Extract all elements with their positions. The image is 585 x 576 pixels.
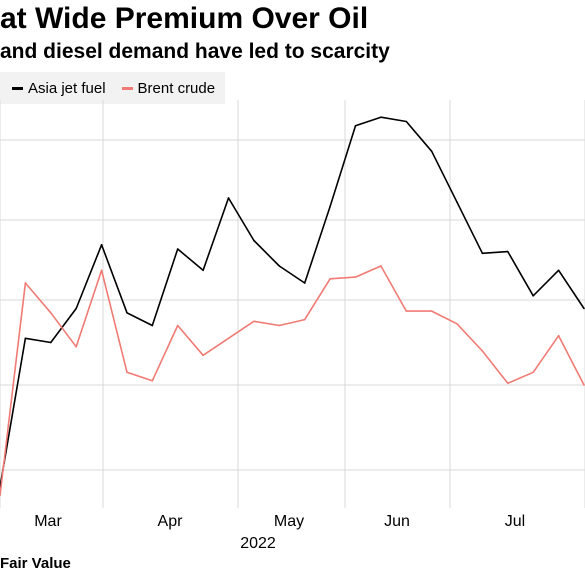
data-point-brent-crude — [75, 345, 77, 348]
data-point-brent-crude — [354, 276, 357, 278]
x-tick-label: May — [274, 513, 304, 530]
data-point-brent-crude — [126, 371, 128, 374]
chart-subtitle: and diesel demand have led to scarcity — [0, 40, 390, 63]
data-point-asia-jet-fuel — [532, 294, 535, 297]
legend: Asia jet fuel Brent crude — [0, 72, 226, 104]
legend-item-jet: Asia jet fuel — [12, 80, 106, 97]
data-point-brent-crude — [430, 310, 433, 312]
data-point-brent-crude — [380, 265, 382, 267]
data-point-brent-crude — [202, 354, 204, 357]
data-point-asia-jet-fuel — [430, 150, 433, 153]
data-point-brent-crude — [227, 337, 230, 340]
source-label: Fair Value — [0, 555, 71, 572]
x-year-label: 2022 — [240, 535, 276, 552]
data-point-asia-jet-fuel — [405, 120, 408, 123]
data-point-asia-jet-fuel — [278, 265, 281, 267]
legend-label-brent: Brent crude — [137, 79, 216, 97]
data-point-brent-crude — [456, 323, 458, 325]
legend-label-jet: Asia jet fuel — [28, 79, 106, 97]
data-point-brent-crude — [0, 494, 1, 497]
legend-swatch-jet — [12, 86, 23, 90]
series-line-brent-crude — [0, 265, 585, 496]
data-point-brent-crude — [49, 311, 52, 314]
chart-plot: Mar Apr May Jun Jul 2022 — [0, 100, 585, 552]
data-point-brent-crude — [507, 382, 509, 385]
data-point-brent-crude — [100, 269, 103, 272]
data-point-asia-jet-fuel — [100, 243, 103, 246]
data-point-brent-crude — [329, 277, 331, 280]
data-point-asia-jet-fuel — [49, 341, 52, 344]
data-point-brent-crude — [303, 318, 306, 321]
series-line-asia-jet-fuel — [0, 116, 585, 488]
data-point-asia-jet-fuel — [481, 252, 484, 255]
data-point-asia-jet-fuel — [456, 201, 458, 204]
data-point-asia-jet-fuel — [380, 116, 382, 119]
data-point-asia-jet-fuel — [303, 282, 306, 284]
x-tick-label: Mar — [34, 513, 62, 530]
x-tick-label: Apr — [158, 513, 184, 530]
data-point-asia-jet-fuel — [151, 324, 154, 327]
data-point-brent-crude — [253, 320, 255, 323]
data-point-asia-jet-fuel — [354, 124, 357, 127]
x-tick-label: Jul — [505, 513, 525, 530]
data-point-brent-crude — [583, 384, 585, 386]
data-point-brent-crude — [151, 379, 154, 382]
chart-title: at Wide Premium Over Oil — [0, 2, 369, 35]
data-point-asia-jet-fuel — [75, 307, 77, 310]
data-point-brent-crude — [481, 350, 484, 352]
data-point-brent-crude — [405, 310, 408, 312]
data-point-brent-crude — [557, 334, 560, 337]
data-point-asia-jet-fuel — [583, 307, 585, 310]
data-point-brent-crude — [532, 371, 535, 374]
data-point-asia-jet-fuel — [507, 250, 509, 253]
data-point-asia-jet-fuel — [329, 205, 331, 208]
data-point-asia-jet-fuel — [126, 311, 128, 314]
legend-swatch-brent — [121, 86, 133, 90]
data-point-asia-jet-fuel — [253, 239, 255, 242]
x-tick-label: Jun — [384, 513, 410, 530]
data-point-asia-jet-fuel — [202, 269, 204, 272]
data-point-asia-jet-fuel — [227, 197, 230, 199]
data-point-asia-jet-fuel — [176, 248, 179, 250]
data-point-brent-crude — [24, 282, 27, 284]
data-point-asia-jet-fuel — [24, 337, 27, 340]
data-point-asia-jet-fuel — [557, 269, 560, 272]
data-point-brent-crude — [176, 324, 179, 327]
legend-item-brent: Brent crude — [121, 79, 216, 97]
data-point-brent-crude — [278, 324, 281, 327]
